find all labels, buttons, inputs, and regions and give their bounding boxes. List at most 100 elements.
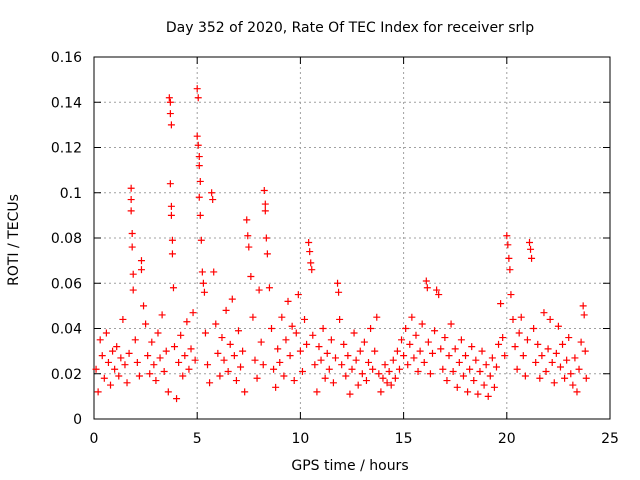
data-point (336, 315, 344, 323)
data-point (404, 361, 412, 369)
data-point (195, 162, 203, 170)
data-point (94, 388, 102, 396)
data-point (150, 361, 158, 369)
data-point (546, 315, 554, 323)
data-point (523, 336, 531, 344)
data-point (113, 343, 121, 351)
data-point (331, 354, 339, 362)
data-point (379, 374, 387, 382)
data-point (129, 270, 137, 278)
data-point (466, 365, 474, 373)
data-point (325, 365, 333, 373)
data-point (501, 352, 509, 360)
data-point (447, 320, 455, 328)
data-point (348, 365, 356, 373)
data-point (175, 358, 183, 366)
data-point (167, 121, 175, 129)
data-point (544, 345, 552, 353)
data-point (387, 381, 395, 389)
data-point (197, 236, 205, 244)
data-point (577, 338, 585, 346)
data-point (200, 288, 208, 296)
y-tick-label: 0.1 (60, 186, 82, 202)
data-point (342, 372, 350, 380)
y-tick-label: 0.04 (51, 322, 82, 338)
x-tick-label: 25 (601, 431, 619, 447)
data-point (356, 347, 364, 355)
data-point (369, 365, 377, 373)
data-point (317, 356, 325, 364)
data-point (360, 338, 368, 346)
data-point (311, 361, 319, 369)
data-point (474, 390, 482, 398)
data-point (490, 383, 498, 391)
data-point (495, 340, 503, 348)
data-point (402, 325, 410, 332)
data-point (561, 374, 569, 382)
data-point (478, 347, 486, 355)
data-point (183, 318, 191, 326)
data-point (137, 266, 145, 274)
data-point (449, 367, 457, 375)
data-point (144, 352, 152, 360)
data-point (327, 336, 335, 344)
y-tick-label: 0.06 (51, 276, 82, 292)
data-point (301, 315, 309, 323)
data-point (247, 272, 255, 280)
data-point (125, 349, 133, 357)
data-point (244, 232, 252, 240)
data-point (109, 347, 117, 355)
data-point (276, 358, 284, 366)
axis-ticks (93, 56, 611, 420)
data-point (571, 354, 579, 362)
data-point (92, 365, 100, 373)
data-point (431, 327, 439, 335)
data-point (185, 365, 193, 373)
data-point (569, 381, 577, 389)
data-point (373, 313, 381, 321)
data-point (245, 243, 253, 251)
data-point (375, 370, 383, 378)
y-tick-label: 0.16 (51, 50, 82, 66)
data-point (282, 336, 290, 344)
data-point (575, 365, 583, 373)
x-tick-label: 0 (90, 431, 99, 447)
data-point (121, 361, 129, 369)
data-point (228, 295, 236, 303)
data-point (338, 361, 346, 369)
data-point (220, 356, 228, 364)
data-point (334, 279, 342, 287)
data-point (484, 392, 492, 400)
data-point (166, 180, 174, 188)
data-point (371, 347, 379, 355)
data-point (164, 388, 172, 396)
data-point (344, 352, 352, 360)
y-tick-label: 0.08 (51, 231, 82, 247)
data-point (468, 343, 476, 351)
data-point (173, 395, 181, 403)
data-point (459, 372, 467, 380)
data-point (554, 322, 562, 330)
data-point (286, 352, 294, 360)
data-point (377, 388, 385, 396)
data-point (243, 216, 251, 224)
data-point (135, 372, 143, 380)
data-point (107, 381, 115, 389)
data-point (526, 239, 534, 247)
data-point (400, 352, 408, 360)
data-point (437, 345, 445, 353)
data-point (321, 374, 329, 382)
data-point (290, 377, 298, 385)
data-point (503, 232, 511, 240)
data-point (556, 363, 564, 371)
data-point (167, 202, 175, 210)
data-point (123, 379, 131, 387)
y-tick-label: 0.12 (51, 141, 82, 157)
data-point (435, 291, 443, 299)
data-point (445, 352, 453, 360)
data-point (249, 313, 257, 321)
data-point (239, 347, 247, 355)
data-point (298, 367, 306, 375)
data-point (559, 340, 567, 348)
y-tick-label: 0 (73, 412, 82, 428)
